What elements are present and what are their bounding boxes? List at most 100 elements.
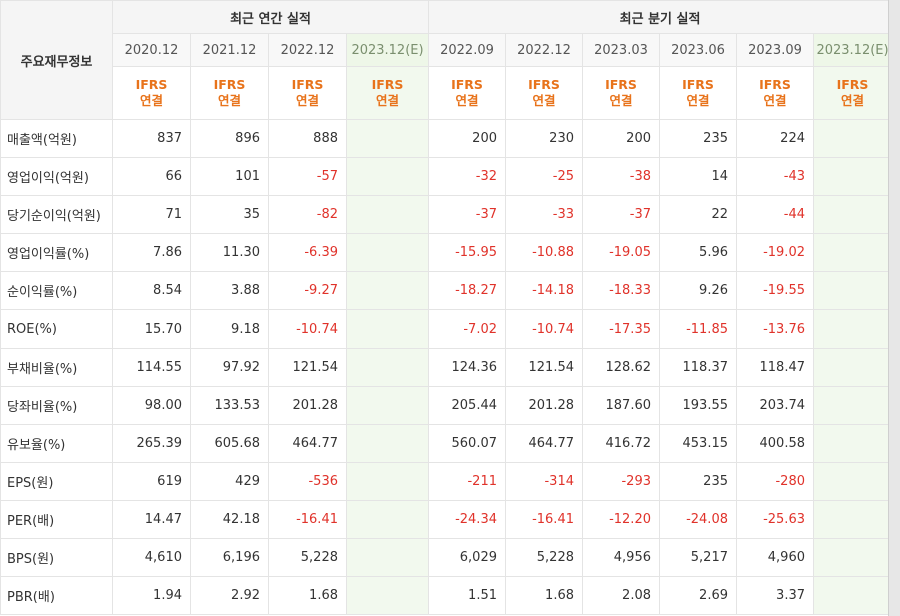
consolidated-text: 연결 — [763, 93, 787, 108]
table-cell: 201.28 — [505, 385, 583, 425]
table-cell — [812, 118, 888, 159]
consolidated-text: 연결 — [455, 93, 479, 108]
table-cell: -16.41 — [268, 499, 347, 540]
table-cell — [346, 233, 429, 273]
table-cell: 1.68 — [268, 576, 347, 616]
row-label: PER(배) — [0, 499, 113, 540]
ifrs-text: IFRS — [135, 77, 168, 92]
ifrs-consolidated-label: IFRS 연결 — [268, 66, 347, 120]
table-cell: -293 — [582, 461, 660, 501]
table-cell: -10.74 — [268, 309, 347, 349]
consolidated-text: 연결 — [375, 93, 399, 108]
table-cell: 133.53 — [190, 385, 269, 425]
table-cell: 429 — [190, 461, 269, 501]
table-row: ROE(%) 15.70 9.18 -10.74 -7.02 -10.74 -17.35 -1… — [0, 309, 888, 349]
table-cell — [812, 157, 888, 197]
table-cell: 5,228 — [268, 538, 347, 578]
table-cell: 124.36 — [428, 347, 506, 387]
table-cell: -10.88 — [505, 233, 583, 273]
table-cell: 3.88 — [190, 271, 269, 311]
period-header: 2022.12 — [505, 33, 583, 67]
table-cell: 619 — [112, 461, 191, 501]
table-cell: -17.35 — [582, 309, 660, 349]
ifrs-consolidated-label: IFRS 연결 — [190, 66, 269, 120]
table-cell — [346, 271, 429, 311]
table-cell: 193.55 — [659, 385, 737, 425]
table-cell: 416.72 — [582, 423, 660, 463]
table-cell — [812, 499, 888, 540]
table-cell: -24.08 — [659, 499, 737, 540]
consolidated-text: 연결 — [609, 93, 633, 108]
table-cell: 9.18 — [190, 309, 269, 349]
table-cell: 203.74 — [736, 385, 814, 425]
row-label: BPS(원) — [0, 538, 113, 578]
row-label: PBR(배) — [0, 576, 113, 616]
table-cell: 6,196 — [190, 538, 269, 578]
table-cell: 15.70 — [112, 309, 191, 349]
table-cell: 205.44 — [428, 385, 506, 425]
period-header: 2020.12 — [112, 33, 191, 67]
table-cell — [346, 118, 429, 159]
table-cell: -11.85 — [659, 309, 737, 349]
table-cell: 118.37 — [659, 347, 737, 387]
table-cell: 2.08 — [582, 576, 660, 616]
table-cell — [346, 538, 429, 578]
ifrs-text: IFRS — [291, 77, 324, 92]
ifrs-consolidated-label: IFRS 연결 — [112, 66, 191, 120]
table-cell: -19.05 — [582, 233, 660, 273]
table-cell: 896 — [190, 118, 269, 159]
ifrs-text: IFRS — [451, 77, 483, 92]
table-cell: 128.62 — [582, 347, 660, 387]
consolidated-text: 연결 — [139, 93, 163, 108]
ifrs-consolidated-label: IFRS 연결 — [346, 66, 429, 120]
row-label: 영업이익(억원) — [0, 157, 113, 197]
table-cell: 888 — [268, 118, 347, 159]
table-cell: 22 — [659, 195, 737, 235]
table-cell: 7.86 — [112, 233, 191, 273]
table-cell — [812, 385, 888, 425]
ifrs-text: IFRS — [528, 77, 560, 92]
table-cell: 8.54 — [112, 271, 191, 311]
table-cell: -12.20 — [582, 499, 660, 540]
table-cell: 837 — [112, 118, 191, 159]
table-cell: -43 — [736, 157, 814, 197]
row-label: 매출액(억원) — [0, 118, 113, 159]
table-cell: 1.68 — [505, 576, 583, 616]
table-cell: 5.96 — [659, 233, 737, 273]
table-cell: -37 — [428, 195, 506, 235]
period-header: 2023.06 — [659, 33, 737, 67]
table-cell: 224 — [736, 118, 814, 159]
table-row: 영업이익(억원) 66 101 -57 -32 -25 -38 14 -43 — [0, 157, 888, 197]
table-cell: 4,960 — [736, 538, 814, 578]
period-header: 2022.12 — [268, 33, 347, 67]
table-row: 영업이익률(%) 7.86 11.30 -6.39 -15.95 -10.88 -19.05… — [0, 233, 888, 273]
table-cell: 5,228 — [505, 538, 583, 578]
table-cell: 1.51 — [428, 576, 506, 616]
table-cell: 121.54 — [268, 347, 347, 387]
table-cell: 42.18 — [190, 499, 269, 540]
table-cell: -18.33 — [582, 271, 660, 311]
table-cell: 2.92 — [190, 576, 269, 616]
table-cell: 605.68 — [190, 423, 269, 463]
table-cell: 114.55 — [112, 347, 191, 387]
table-cell: 5,217 — [659, 538, 737, 578]
table-cell: 11.30 — [190, 233, 269, 273]
table-cell — [346, 195, 429, 235]
ifrs-text: IFRS — [213, 77, 246, 92]
table-cell: -19.55 — [736, 271, 814, 311]
table-cell: 66 — [112, 157, 191, 197]
table-cell: 560.07 — [428, 423, 506, 463]
table-cell: -211 — [428, 461, 506, 501]
table-cell — [346, 347, 429, 387]
period-header: 2021.12 — [190, 33, 269, 67]
table-cell: 187.60 — [582, 385, 660, 425]
table-row: 당좌비율(%) 98.00 133.53 201.28 205.44 201.28 187.… — [0, 385, 888, 425]
table-cell: -15.95 — [428, 233, 506, 273]
table-cell: 97.92 — [190, 347, 269, 387]
table-cell — [346, 499, 429, 540]
table-cell: -37 — [582, 195, 660, 235]
table-cell — [346, 423, 429, 463]
consolidated-text: 연결 — [686, 93, 710, 108]
table-cell: 4,610 — [112, 538, 191, 578]
table-cell: 9.26 — [659, 271, 737, 311]
